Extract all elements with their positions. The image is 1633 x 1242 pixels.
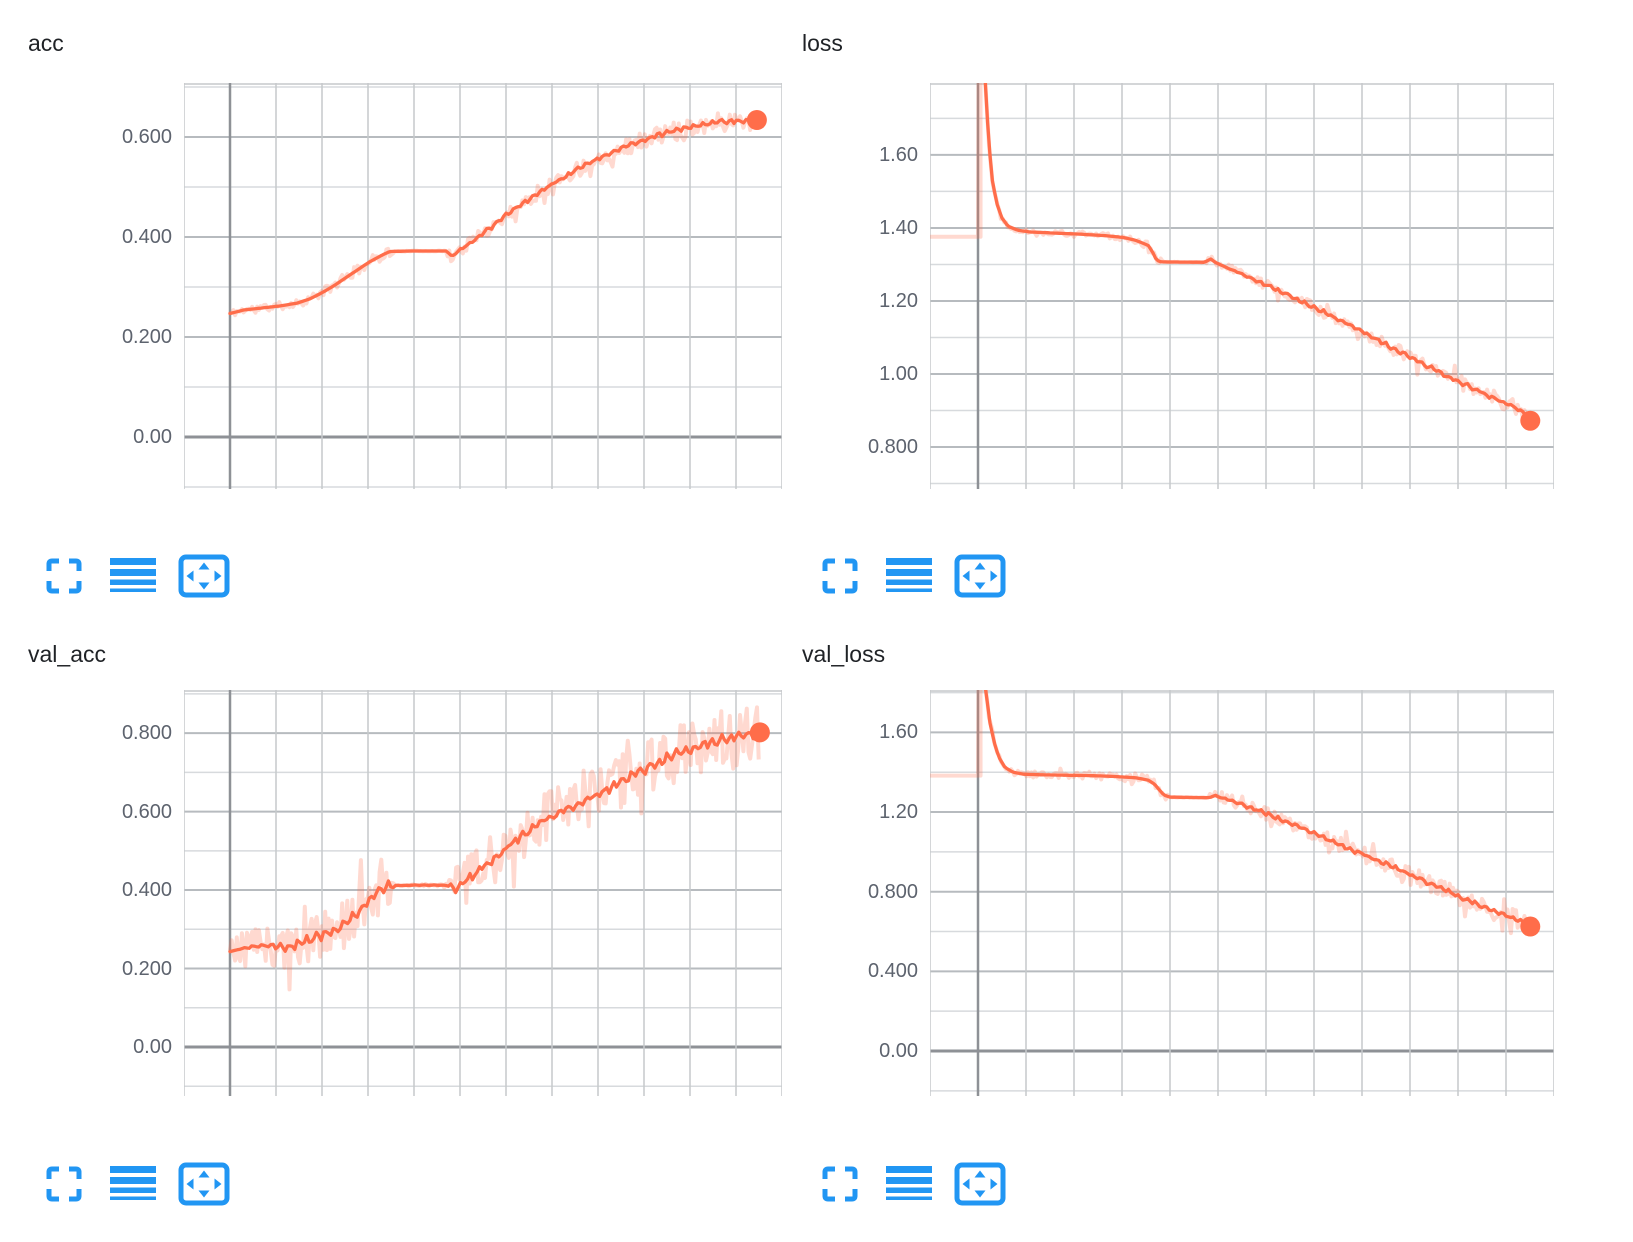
line-chart[interactable] xyxy=(184,690,782,1096)
log-scale-icon xyxy=(886,558,932,592)
toggle-log-scale-button[interactable] xyxy=(886,558,932,594)
series-end-dot xyxy=(1520,410,1541,431)
series-end-dot xyxy=(1520,916,1541,937)
expand-card-button[interactable] xyxy=(822,558,858,594)
toggle-log-scale-button[interactable] xyxy=(886,1166,932,1202)
fit-domain-icon xyxy=(178,554,230,598)
y-axis-tick-label: 0.200 xyxy=(121,957,172,980)
fit-domain-to-data-button[interactable] xyxy=(178,1162,230,1206)
y-axis-tick-label: 1.00 xyxy=(879,362,918,385)
fit-domain-to-data-button[interactable] xyxy=(954,554,1006,598)
log-scale-icon xyxy=(110,1166,156,1200)
y-axis-tick-label: 0.600 xyxy=(121,800,172,823)
log-scale-icon xyxy=(886,1166,932,1200)
expand-card-icon xyxy=(822,558,858,594)
line-chart[interactable] xyxy=(930,83,1554,489)
log-scale-icon xyxy=(110,558,156,592)
y-axis-tick-label: 0.00 xyxy=(133,1035,172,1058)
chart-title: loss xyxy=(802,30,843,56)
expand-card-button[interactable] xyxy=(822,1166,858,1202)
fit-domain-icon xyxy=(954,1162,1006,1206)
y-axis-tick-label: 0.200 xyxy=(121,326,172,348)
y-axis-tick-label: 0.400 xyxy=(121,226,172,248)
expand-card-icon xyxy=(46,558,82,594)
y-axis-tick-label: 0.00 xyxy=(879,1039,918,1062)
fit-domain-to-data-button[interactable] xyxy=(178,554,230,598)
fit-domain-icon xyxy=(954,554,1006,598)
y-axis-tick-label: 0.400 xyxy=(867,960,918,983)
y-axis-tick-label: 0.800 xyxy=(121,722,172,745)
y-axis-tick-label: 0.00 xyxy=(133,426,172,448)
chart-title: val_loss xyxy=(802,641,886,667)
fit-domain-icon xyxy=(178,1162,230,1206)
y-axis-tick-label: 0.600 xyxy=(121,126,172,148)
expand-card-icon xyxy=(822,1166,858,1202)
line-chart[interactable] xyxy=(930,690,1554,1096)
expand-card-button[interactable] xyxy=(46,558,82,594)
expand-card-icon xyxy=(46,1166,82,1202)
y-axis-tick-label: 1.60 xyxy=(879,143,918,166)
y-axis-tick-label: 1.20 xyxy=(879,801,918,824)
series-end-dot xyxy=(749,722,770,743)
y-axis-tick-label: 1.20 xyxy=(879,289,918,312)
series-end-dot xyxy=(746,110,767,130)
fit-domain-to-data-button[interactable] xyxy=(954,1162,1006,1206)
expand-card-button[interactable] xyxy=(46,1166,82,1202)
y-axis-tick-label: 1.60 xyxy=(879,721,918,744)
chart-title: val_acc xyxy=(28,641,106,667)
line-chart[interactable] xyxy=(184,83,782,489)
y-axis-tick-label: 0.800 xyxy=(867,880,918,903)
toggle-log-scale-button[interactable] xyxy=(110,558,156,594)
y-axis-tick-label: 1.40 xyxy=(879,216,918,239)
chart-title: acc xyxy=(28,30,64,56)
toggle-log-scale-button[interactable] xyxy=(110,1166,156,1202)
y-axis-tick-label: 0.400 xyxy=(121,879,172,902)
y-axis-tick-label: 0.800 xyxy=(867,436,918,458)
